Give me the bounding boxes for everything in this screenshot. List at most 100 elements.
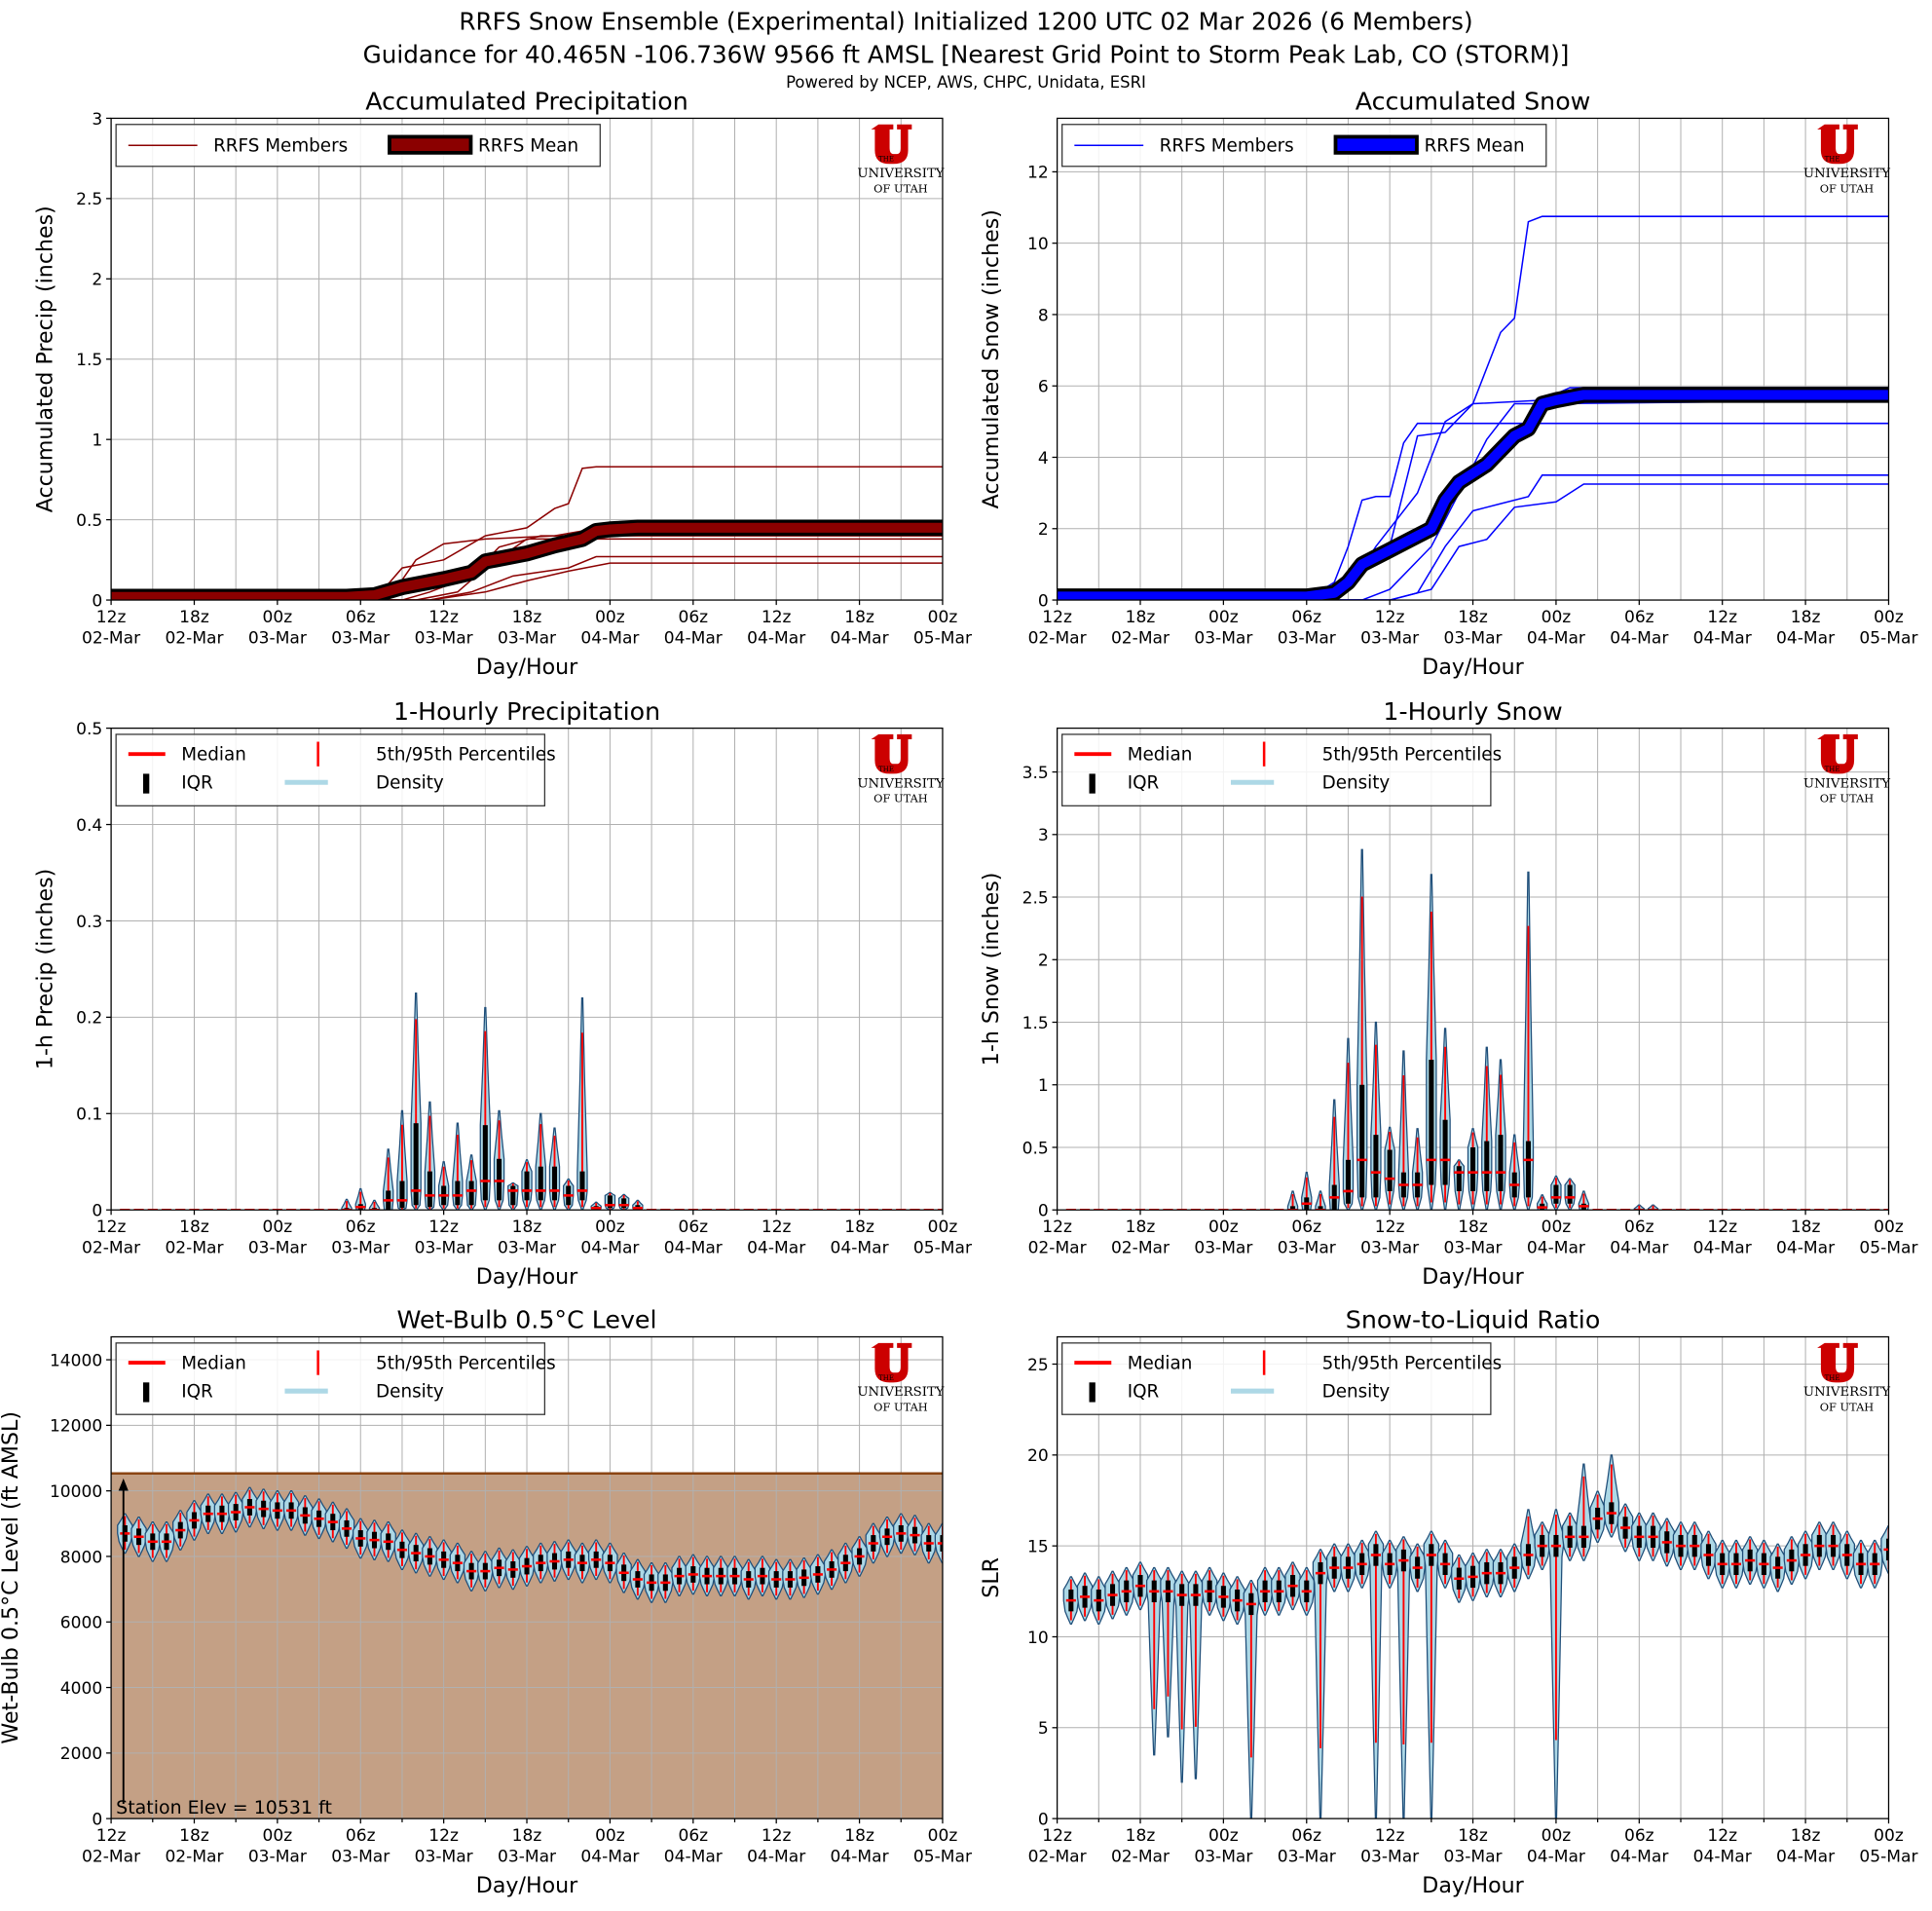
- violin: [1397, 1050, 1410, 1211]
- violin: [437, 1161, 450, 1211]
- violin: [604, 1191, 616, 1211]
- violin: [1687, 1521, 1703, 1571]
- violin: [823, 1549, 840, 1591]
- violin: [632, 1199, 644, 1211]
- x-tick-label-date: 04-Mar: [747, 628, 806, 648]
- iqr-bar: [413, 1123, 419, 1206]
- logo-university: UNIVERSITY: [1803, 1385, 1890, 1400]
- violin: [493, 1109, 505, 1211]
- logo-of-utah: OF UTAH: [873, 792, 928, 806]
- x-tick-label-hour: 00z: [1542, 1826, 1572, 1846]
- violin: [477, 1551, 494, 1592]
- legend-percentiles-label: 5th/95th Percentiles: [1322, 744, 1503, 765]
- y-tick-label: 10: [1027, 1629, 1049, 1648]
- violin: [465, 1154, 477, 1211]
- legend-members-label: RRFS Members: [213, 136, 348, 157]
- x-tick-label-date: 04-Mar: [1527, 1847, 1586, 1866]
- x-tick-label-hour: 12z: [428, 1218, 459, 1237]
- violin: [1672, 1521, 1690, 1571]
- x-tick-label-date: 05-Mar: [913, 628, 973, 648]
- station-elevation-label: Station Elev = 10531 ft: [116, 1797, 332, 1818]
- violin: [396, 1109, 408, 1211]
- logo-the: THE: [878, 766, 894, 773]
- violin: [507, 1181, 519, 1211]
- iqr-bar: [1387, 1149, 1393, 1191]
- violin: [1118, 1566, 1134, 1616]
- violin: [560, 1539, 576, 1581]
- y-tick-label: 0: [92, 1810, 102, 1829]
- violin: [698, 1555, 716, 1596]
- legend-median-label: Median: [1128, 744, 1193, 765]
- logo-university: UNIVERSITY: [1803, 167, 1890, 181]
- logo-university: UNIVERSITY: [857, 1385, 944, 1400]
- violin: [380, 1520, 396, 1562]
- y-tick-label: 1.5: [1022, 1014, 1049, 1033]
- violin: [1091, 1576, 1107, 1626]
- x-tick-label-hour: 18z: [1458, 1218, 1488, 1237]
- y-tick-label: 8000: [60, 1548, 102, 1567]
- violin: [574, 1542, 591, 1584]
- x-tick-label-date: 04-Mar: [664, 1847, 724, 1866]
- y-tick-label: 20: [1027, 1446, 1049, 1466]
- violin: [407, 1532, 425, 1574]
- iqr-bar: [427, 1171, 432, 1208]
- violin: [1173, 1570, 1190, 1783]
- violin: [1495, 1059, 1506, 1211]
- y-tick-label: 2.5: [76, 190, 102, 209]
- x-axis-label: Day/Hour: [1422, 655, 1524, 680]
- violin: [435, 1539, 452, 1581]
- x-tick-label-date: 03-Mar: [498, 628, 557, 648]
- y-tick-label: 1.5: [76, 351, 102, 370]
- y-tick-label: 5: [1038, 1719, 1049, 1739]
- mean-line: [1057, 390, 1889, 601]
- legend-box: [1061, 1342, 1492, 1415]
- violin: [1534, 1521, 1550, 1571]
- violin: [1370, 1021, 1382, 1211]
- legend: Median 5th/95th Percentiles IQR Density: [115, 733, 556, 806]
- x-tick-label-date: 02-Mar: [1111, 628, 1170, 648]
- member-line: [1057, 483, 1889, 601]
- axes-frame: [110, 727, 944, 1211]
- legend-mean-swatch: [1333, 134, 1419, 155]
- violin: [1367, 1530, 1385, 1819]
- x-tick-label-hour: 00z: [1542, 1218, 1572, 1237]
- x-tick-label-hour: 12z: [1707, 1826, 1737, 1846]
- violin: [851, 1536, 868, 1577]
- violin: [130, 1516, 147, 1557]
- iqr-bar: [497, 1158, 502, 1201]
- violin: [1381, 1539, 1398, 1589]
- x-tick-label-date: 03-Mar: [1278, 1847, 1337, 1866]
- x-tick-label-hour: 00z: [1208, 1826, 1239, 1846]
- violin: [1522, 871, 1535, 1211]
- x-tick-label-date: 04-Mar: [580, 1847, 640, 1866]
- y-tick-label: 4: [1038, 449, 1049, 468]
- x-axis-label: Day/Hour: [476, 655, 578, 680]
- figure-credits: Powered by NCEP, AWS, CHPC, Unidata, ESR…: [786, 73, 1146, 92]
- utah-u-icon: [1817, 1342, 1858, 1383]
- violin: [1492, 1549, 1509, 1598]
- violin: [1356, 848, 1368, 1211]
- violin: [1243, 1579, 1260, 1819]
- x-tick-label-hour: 06z: [1624, 1218, 1654, 1237]
- x-tick-label-date: 04-Mar: [1776, 1847, 1836, 1866]
- violin: [1564, 1178, 1576, 1211]
- x-tick-label-date: 03-Mar: [331, 628, 390, 648]
- y-axis-label: 1-h Snow (inches): [979, 873, 1004, 1067]
- y-axis-label: 1-h Precip (inches): [32, 869, 57, 1069]
- x-tick-label-date: 04-Mar: [831, 1238, 890, 1257]
- x-tick-label-date: 03-Mar: [331, 1238, 390, 1257]
- legend-density-label: Density: [1322, 1381, 1391, 1402]
- panel-1-hourly-precipitation: 12z02-Mar18z02-Mar00z03-Mar06z03-Mar12z0…: [32, 697, 973, 1290]
- x-tick-label-hour: 18z: [844, 608, 874, 627]
- legend-density-label: Density: [1322, 773, 1391, 794]
- x-tick-label-hour: 00z: [263, 1826, 293, 1846]
- x-tick-label-hour: 06z: [678, 1218, 708, 1237]
- x-tick-label-hour: 00z: [263, 1218, 293, 1237]
- violin: [353, 1518, 369, 1559]
- violin: [1354, 1539, 1370, 1589]
- iqr-bar: [551, 1166, 558, 1201]
- violin: [383, 1148, 394, 1211]
- violin: [1520, 1509, 1537, 1580]
- legend: Median 5th/95th Percentiles IQR Density: [1061, 733, 1503, 806]
